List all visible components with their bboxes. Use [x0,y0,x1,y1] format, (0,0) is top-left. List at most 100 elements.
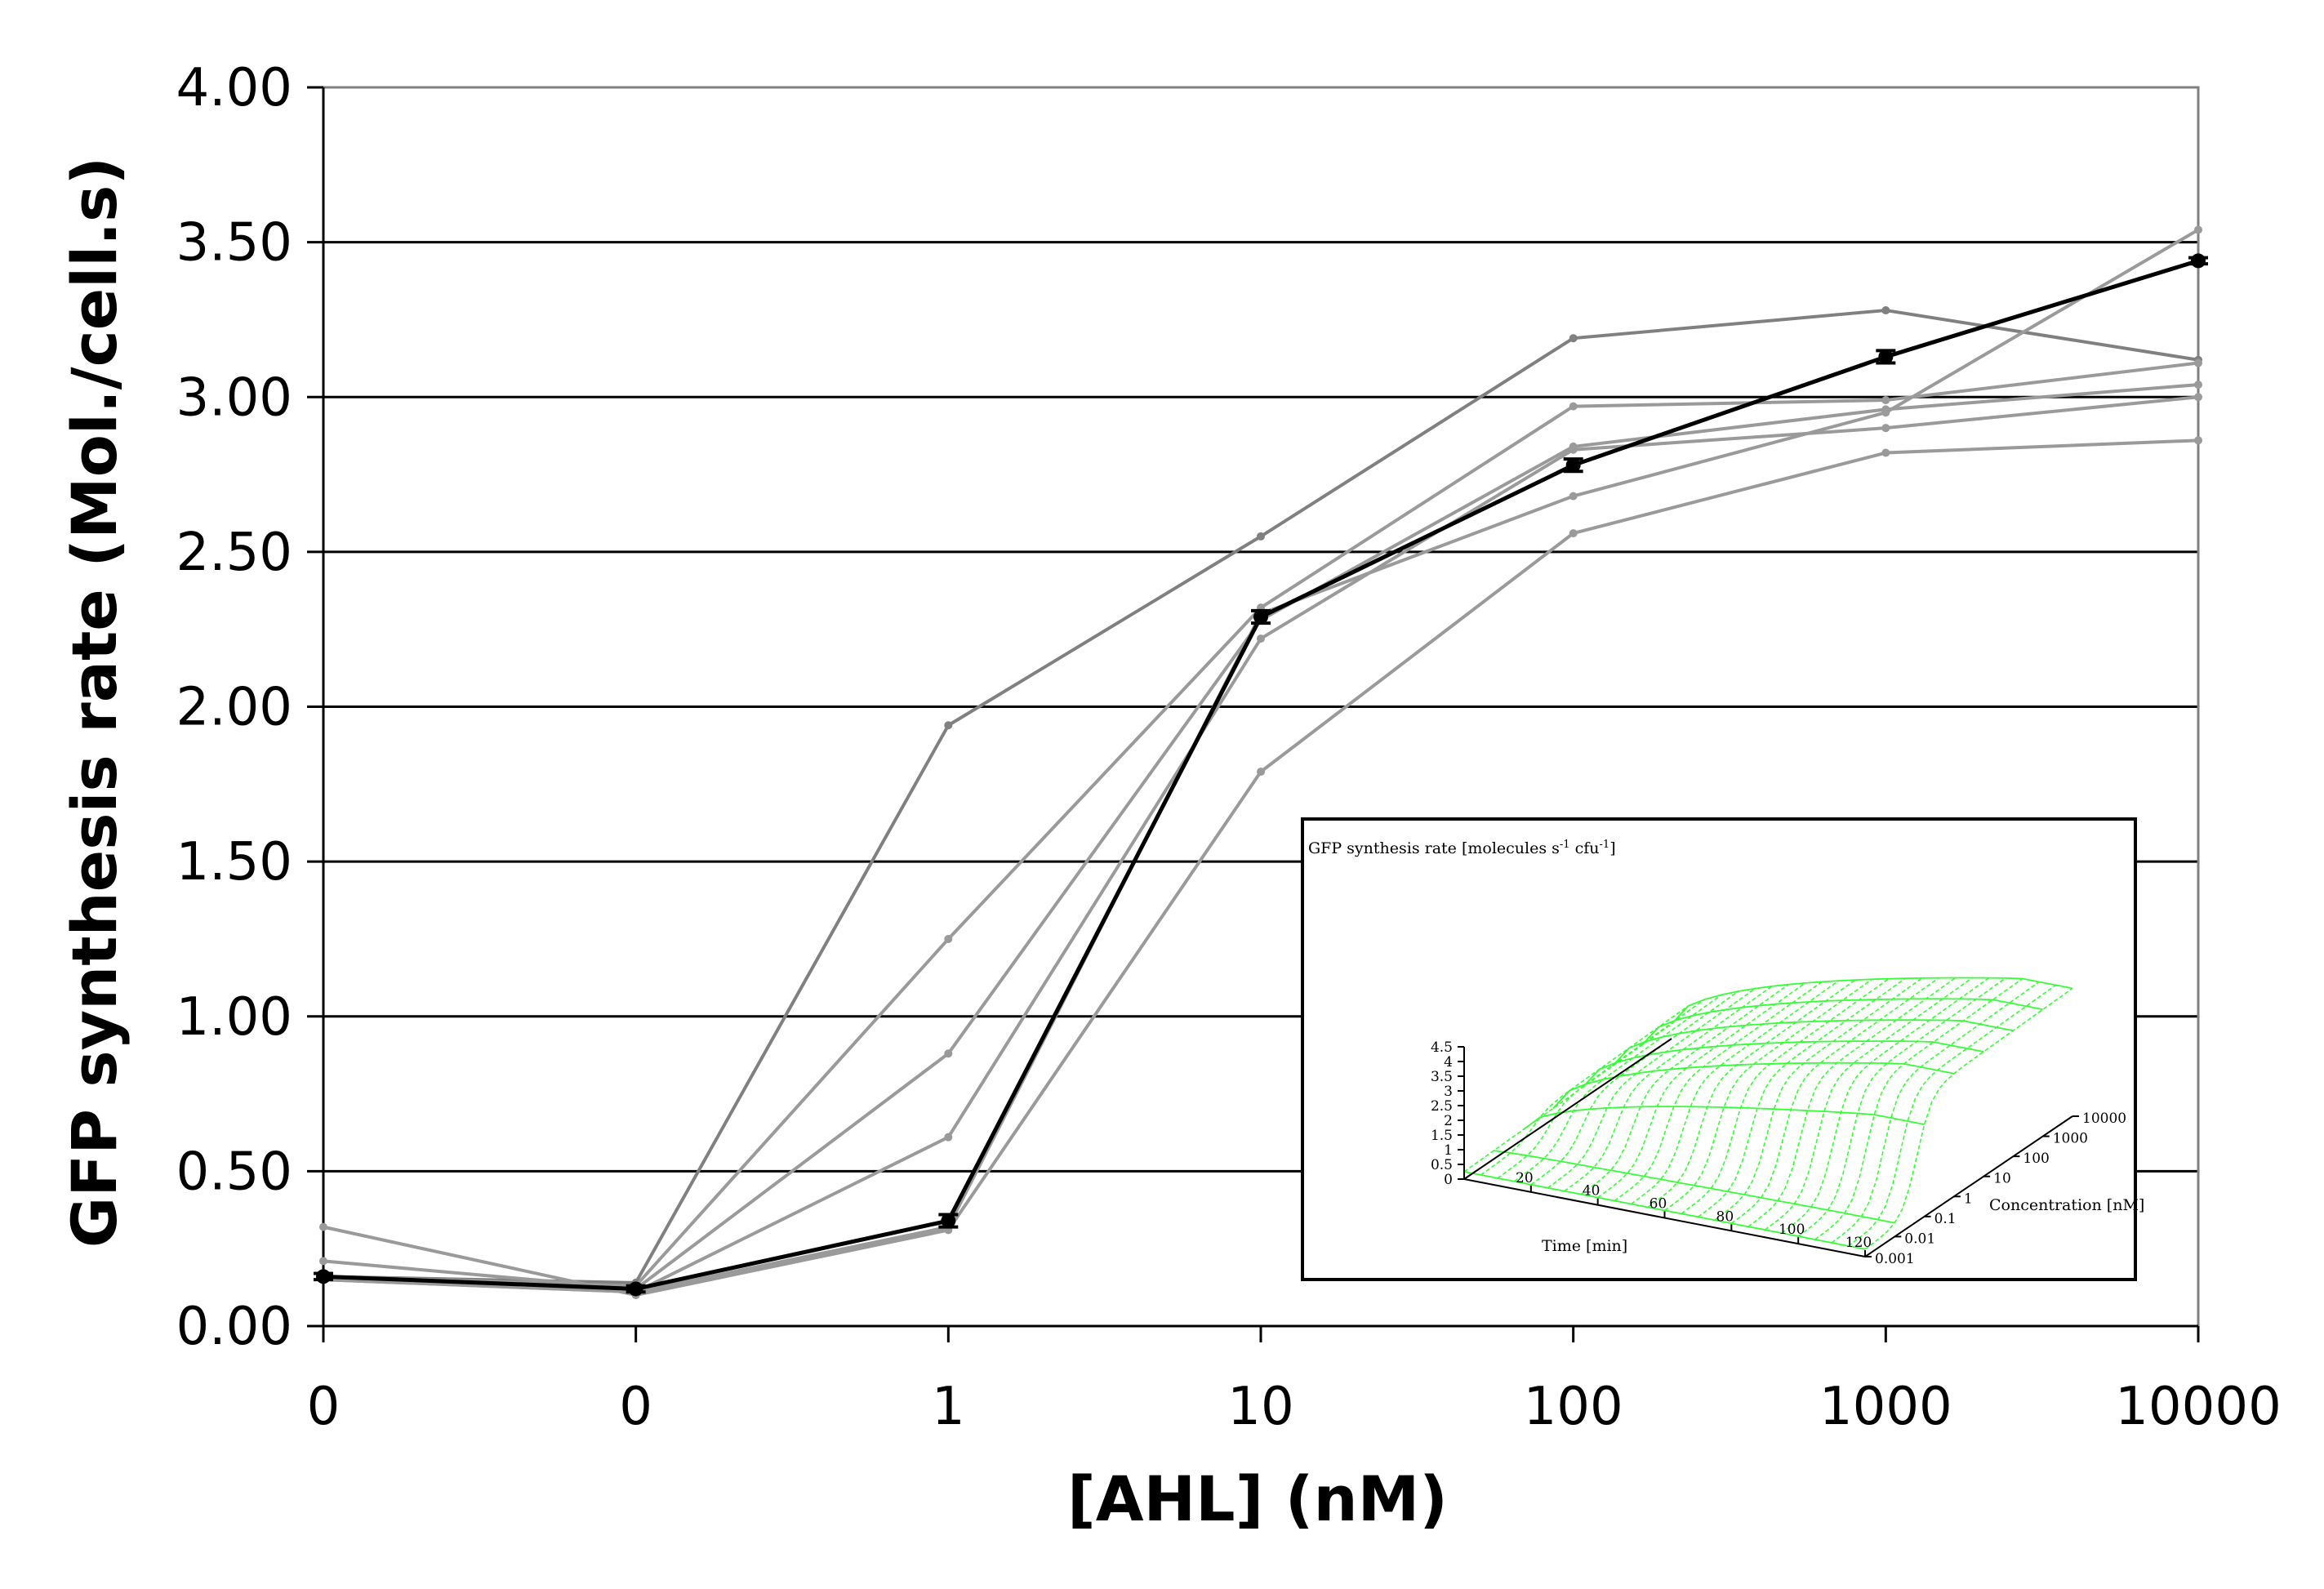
inset-time-tick-label: 60 [1650,1196,1667,1213]
inset-mesh-line [1730,977,1939,1224]
inset-conc-tick-label: 0.001 [1875,1251,1915,1267]
y-tick-label: 3.00 [176,367,293,428]
data-point [1881,306,1890,315]
inset-mesh-line [1582,1040,1984,1088]
inset-time-tick-label: 100 [1779,1222,1805,1238]
data-point [1569,492,1578,501]
data-point [2194,381,2202,389]
x-tick-label: 1000 [1819,1377,1952,1437]
inset-mesh-line [1463,1171,1866,1250]
data-point [319,1257,327,1266]
inset-mesh-line [1764,977,1973,1231]
inset-title-main: GFP synthesis rate [molecules s [1308,839,1560,857]
y-tick-label: 2.50 [176,523,293,583]
inset-time-tick-label: 40 [1583,1183,1601,1200]
inset-mesh-line [1580,984,1789,1195]
inset-mesh-line [1641,998,2043,1046]
inset-mesh-line [1564,986,1773,1192]
data-point [944,721,953,730]
data-point [1569,445,1578,454]
y-tick-label: 1.50 [176,832,293,892]
inset-mesh-line [1523,1106,1925,1131]
data-point [2194,436,2202,445]
inset-mesh [1463,977,2073,1250]
inset-back-axis [1463,1038,1672,1180]
data-point [2194,393,2202,402]
data-point [2191,253,2206,269]
inset-conc-tick-label: 100 [2023,1151,2049,1167]
inset-z-tick-label: 3 [1444,1084,1453,1100]
inset-mesh-line [1747,977,1957,1227]
data-point [1881,424,1890,433]
x-tick-label: 100 [1524,1377,1623,1437]
inset-mesh-line [1647,979,1856,1208]
series-mean [314,253,2208,1297]
inset-conc-tick-label: 1 [1964,1191,1973,1207]
inset-z-tick-label: 4.5 [1431,1039,1453,1056]
inset-mesh-line [1631,980,1840,1205]
data-point [1569,334,1578,343]
inset-conc-tick-label: 0.01 [1904,1231,1935,1247]
data-point [1569,402,1578,411]
y-tick-label: 3.50 [176,213,293,274]
inset-z-tick-label: 1.5 [1431,1128,1453,1144]
inset-mesh-line [1552,1062,1955,1110]
inset-z-tick-label: 3.5 [1431,1069,1453,1085]
data-point [1257,634,1265,643]
y-axis-title: GFP synthesis rate (Mol./cell.s) [58,157,131,1248]
inset-z-tick-label: 2.5 [1431,1098,1453,1115]
inset-mesh-line [1671,977,2073,1025]
inset-mesh-line [1664,978,1872,1212]
data-point [941,1213,956,1229]
data-point [1565,457,1581,473]
inset-y-axis-title: Concentration [nM] [1989,1196,2144,1214]
y-tick-label: 2.00 [176,678,293,738]
data-point [1253,609,1268,625]
inset-conc-tick-label: 0.1 [1934,1211,1957,1227]
inset-axes: 00.511.522.533.544.5204060801001200.0010… [1431,1038,2126,1267]
data-point [944,1133,953,1142]
inset-conc-tick-label: 10 [1993,1171,2011,1187]
y-tick-label: 4.00 [176,58,293,118]
inset-mesh-line [1697,977,1906,1217]
data-point [1257,532,1265,541]
inset-x-axis-title: Time [min] [1542,1237,1627,1255]
series-layer [314,225,2208,1300]
inset-z-tick-label: 2 [1444,1113,1453,1129]
data-point [2194,358,2202,367]
inset-mesh-line [1611,1019,2014,1067]
x-tick-label: 1 [932,1377,965,1437]
inset-mesh-line [1797,977,2006,1237]
inset-z-tick-label: 4 [1444,1054,1453,1070]
inset-mesh-line [1681,977,1890,1215]
inset-z-tick-label: 0 [1444,1172,1453,1188]
inset-title-sup2: -1 [1600,839,1610,851]
data-point [319,1222,327,1231]
inset-title-sup1: -1 [1560,839,1570,851]
data-point [1257,768,1265,777]
data-point [1878,349,1894,364]
x-tick-label: 10 [1227,1377,1293,1437]
inset-title-end: ] [1609,839,1615,857]
inset-conc-tick-label: 10000 [2082,1111,2126,1127]
data-point [944,934,953,943]
data-point [316,1269,331,1284]
data-point [1881,408,1890,417]
inset-frame [1301,817,2137,1281]
inset-time-tick-label: 80 [1716,1208,1734,1225]
x-tick-label: 0 [619,1377,652,1437]
inset-mesh-line [1614,981,1823,1202]
data-point [1881,448,1890,457]
inset-mesh-line [1547,987,1756,1189]
inset-mesh-line [1781,977,1990,1234]
y-tick-label: 0.50 [176,1142,293,1202]
data-point [628,1281,643,1297]
x-axis-ticks: 0 0 1 10 100 1000 10000 [307,1326,2282,1437]
inset-surface-plot: GFP synthesis rate [molecules s-1 cfu-1]… [1301,817,2144,1281]
data-point [2194,225,2202,234]
data-point [944,1049,953,1058]
inset-mesh-line [1714,977,1923,1221]
y-axis-ticks: 0.00 0.50 1.00 1.50 2.00 2.50 3.00 3.50 4.00 [176,58,323,1357]
data-point [1881,396,1890,405]
